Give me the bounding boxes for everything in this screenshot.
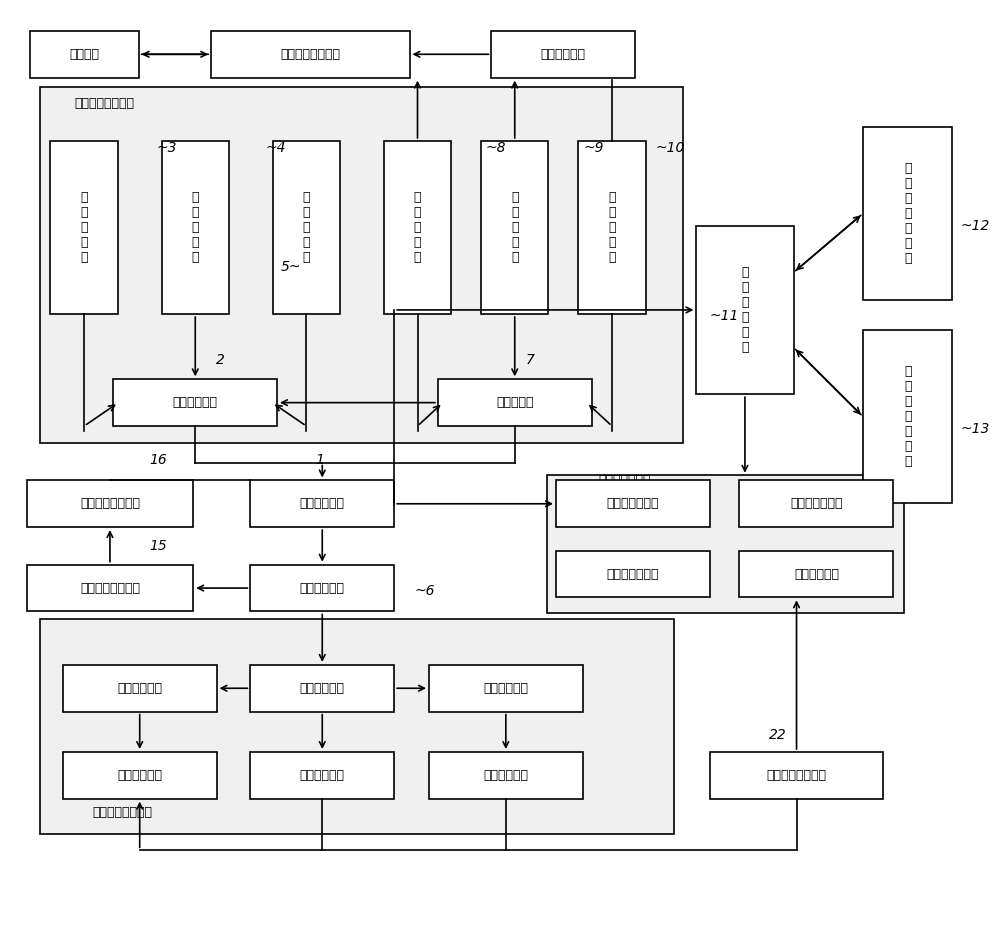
Bar: [696, 226, 794, 394]
Text: 7: 7: [526, 353, 535, 367]
Text: 人工介入端口: 人工介入端口: [300, 769, 345, 782]
Text: 网络连接端口: 网络连接端口: [483, 769, 528, 782]
Text: 车辆车主联系终端: 车辆车主联系终端: [767, 769, 827, 782]
Text: 第
三
信
号
灯: 第 三 信 号 灯: [303, 191, 310, 264]
Bar: [429, 752, 583, 799]
Bar: [547, 475, 904, 613]
Text: 车主信息数据库: 车主信息数据库: [607, 567, 659, 580]
Text: 信息发送模块: 信息发送模块: [794, 567, 839, 580]
Bar: [40, 619, 674, 835]
Text: 重复判断模块: 重复判断模块: [483, 682, 528, 695]
Text: 信息记录数据库: 信息记录数据库: [790, 497, 843, 511]
Bar: [438, 380, 592, 426]
Text: 15: 15: [150, 539, 167, 553]
Bar: [863, 330, 952, 503]
Text: ~9: ~9: [583, 141, 604, 154]
Bar: [50, 141, 118, 314]
Text: ~13: ~13: [960, 422, 990, 436]
Text: 客服接入端口: 客服接入端口: [117, 769, 162, 782]
Text: 第
一
摄
像
机: 第 一 摄 像 机: [414, 191, 421, 264]
Text: 5~: 5~: [281, 260, 301, 274]
Bar: [162, 141, 229, 314]
Text: ~10: ~10: [656, 141, 685, 154]
Text: ~6: ~6: [415, 584, 435, 598]
Text: 信号灯控制器: 信号灯控制器: [173, 397, 218, 409]
Text: 信息终端控制单元: 信息终端控制单元: [92, 806, 152, 820]
Bar: [27, 480, 193, 528]
Text: 捕捉传感器: 捕捉传感器: [496, 397, 534, 409]
Text: 云端控制中心: 云端控制中心: [300, 497, 345, 511]
Bar: [113, 380, 277, 426]
Bar: [27, 564, 193, 611]
Text: 第
二
信
号
灯: 第 二 信 号 灯: [192, 191, 199, 264]
Bar: [481, 141, 548, 314]
Text: ~12: ~12: [960, 219, 990, 233]
Text: 交通管理局单元: 交通管理局单元: [598, 474, 651, 487]
Bar: [250, 480, 394, 528]
Bar: [250, 665, 394, 711]
Text: 信息显示中心: 信息显示中心: [300, 682, 345, 695]
Bar: [863, 127, 952, 300]
Text: 22: 22: [769, 728, 787, 742]
Bar: [250, 752, 394, 799]
Text: ~3: ~3: [157, 141, 177, 154]
Text: 2: 2: [216, 353, 225, 367]
Text: 异常判断模块: 异常判断模块: [117, 682, 162, 695]
Text: 画面存储模块: 画面存储模块: [541, 48, 586, 61]
Text: 信息判断模块: 信息判断模块: [300, 581, 345, 594]
Text: 加密模块: 加密模块: [69, 48, 99, 61]
Bar: [211, 31, 410, 77]
Text: ~8: ~8: [486, 141, 506, 154]
Text: 判断系统载入模块: 判断系统载入模块: [80, 581, 140, 594]
Bar: [556, 480, 710, 528]
Text: 第
一
信
号
灯: 第 一 信 号 灯: [80, 191, 88, 264]
Bar: [556, 550, 710, 597]
Bar: [739, 550, 893, 597]
Bar: [429, 665, 583, 711]
Text: 16: 16: [150, 453, 167, 467]
Text: 第
二
摄
像
机: 第 二 摄 像 机: [511, 191, 519, 264]
Text: 控制系统编入端口: 控制系统编入端口: [80, 497, 140, 511]
Text: 存储数据提取模块: 存储数据提取模块: [280, 48, 340, 61]
Text: ~4: ~4: [266, 141, 286, 154]
Text: 车
主
信
息
数
据
库: 车 主 信 息 数 据 库: [904, 162, 911, 265]
Text: 违
章
信
息
数
据
库: 违 章 信 息 数 据 库: [904, 365, 911, 468]
Bar: [710, 752, 883, 799]
Bar: [63, 752, 217, 799]
Text: ~11: ~11: [709, 310, 739, 323]
Bar: [578, 141, 646, 314]
Text: 对
比
查
重
模
块: 对 比 查 重 模 块: [741, 266, 749, 354]
Text: 道路交通控制单元: 道路交通控制单元: [74, 97, 134, 110]
Bar: [30, 31, 139, 77]
Text: 1: 1: [315, 453, 324, 467]
Bar: [491, 31, 635, 77]
Text: 交管所控制模块: 交管所控制模块: [607, 497, 659, 511]
Bar: [40, 87, 683, 443]
Bar: [739, 480, 893, 528]
Bar: [250, 564, 394, 611]
Text: 第
三
摄
像
机: 第 三 摄 像 机: [608, 191, 616, 264]
Bar: [273, 141, 340, 314]
Bar: [384, 141, 451, 314]
Bar: [63, 665, 217, 711]
